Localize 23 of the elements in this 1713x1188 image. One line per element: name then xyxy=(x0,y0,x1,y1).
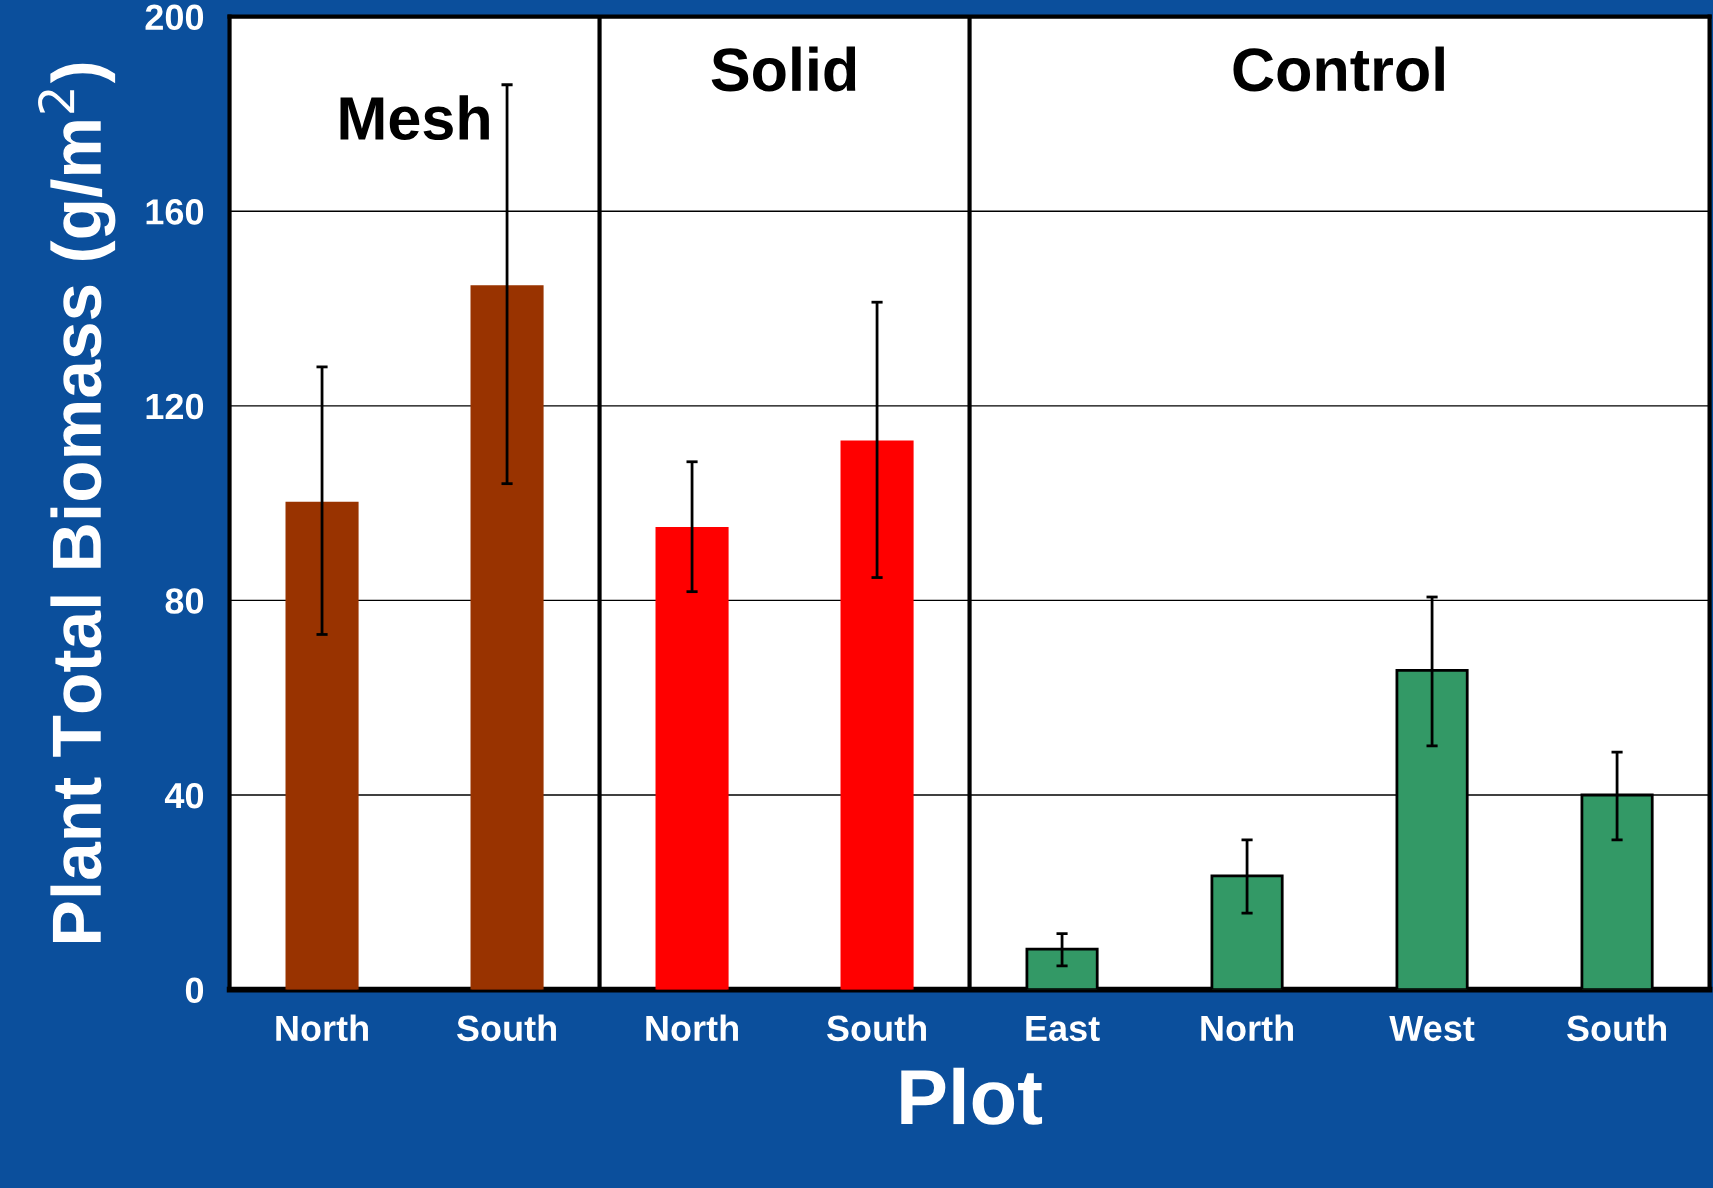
y-tick-label: 160 xyxy=(146,199,204,225)
x-tick-label: East xyxy=(1026,1015,1100,1042)
x-tick-label: West xyxy=(1389,1015,1475,1042)
annotation: Control xyxy=(1233,46,1444,92)
x-tick-label: North xyxy=(646,1014,738,1042)
y-tick-label: 200 xyxy=(145,4,204,31)
annotation: Mesh xyxy=(340,95,489,141)
x-tick-label: South xyxy=(456,1014,556,1042)
y-tick-label: 0 xyxy=(185,977,204,1004)
y-tick-label: 80 xyxy=(165,588,204,614)
x-tick-label: North xyxy=(276,1014,368,1042)
y-tick-label: 40 xyxy=(164,782,204,809)
y-tick-label: 120 xyxy=(146,393,204,420)
bar xyxy=(470,285,544,990)
annotation: Solid xyxy=(711,46,856,92)
bar xyxy=(840,440,914,990)
x-tick-label: North xyxy=(1201,1014,1293,1042)
x-tick-label: South xyxy=(826,1014,926,1042)
x-axis-title: Plot xyxy=(901,1067,1043,1125)
y-axis-title: Plant Total Biomass (g/m$^{2}$) xyxy=(38,63,116,942)
x-tick-label: South xyxy=(1566,1014,1666,1042)
bar xyxy=(655,527,729,990)
bar xyxy=(285,501,359,990)
